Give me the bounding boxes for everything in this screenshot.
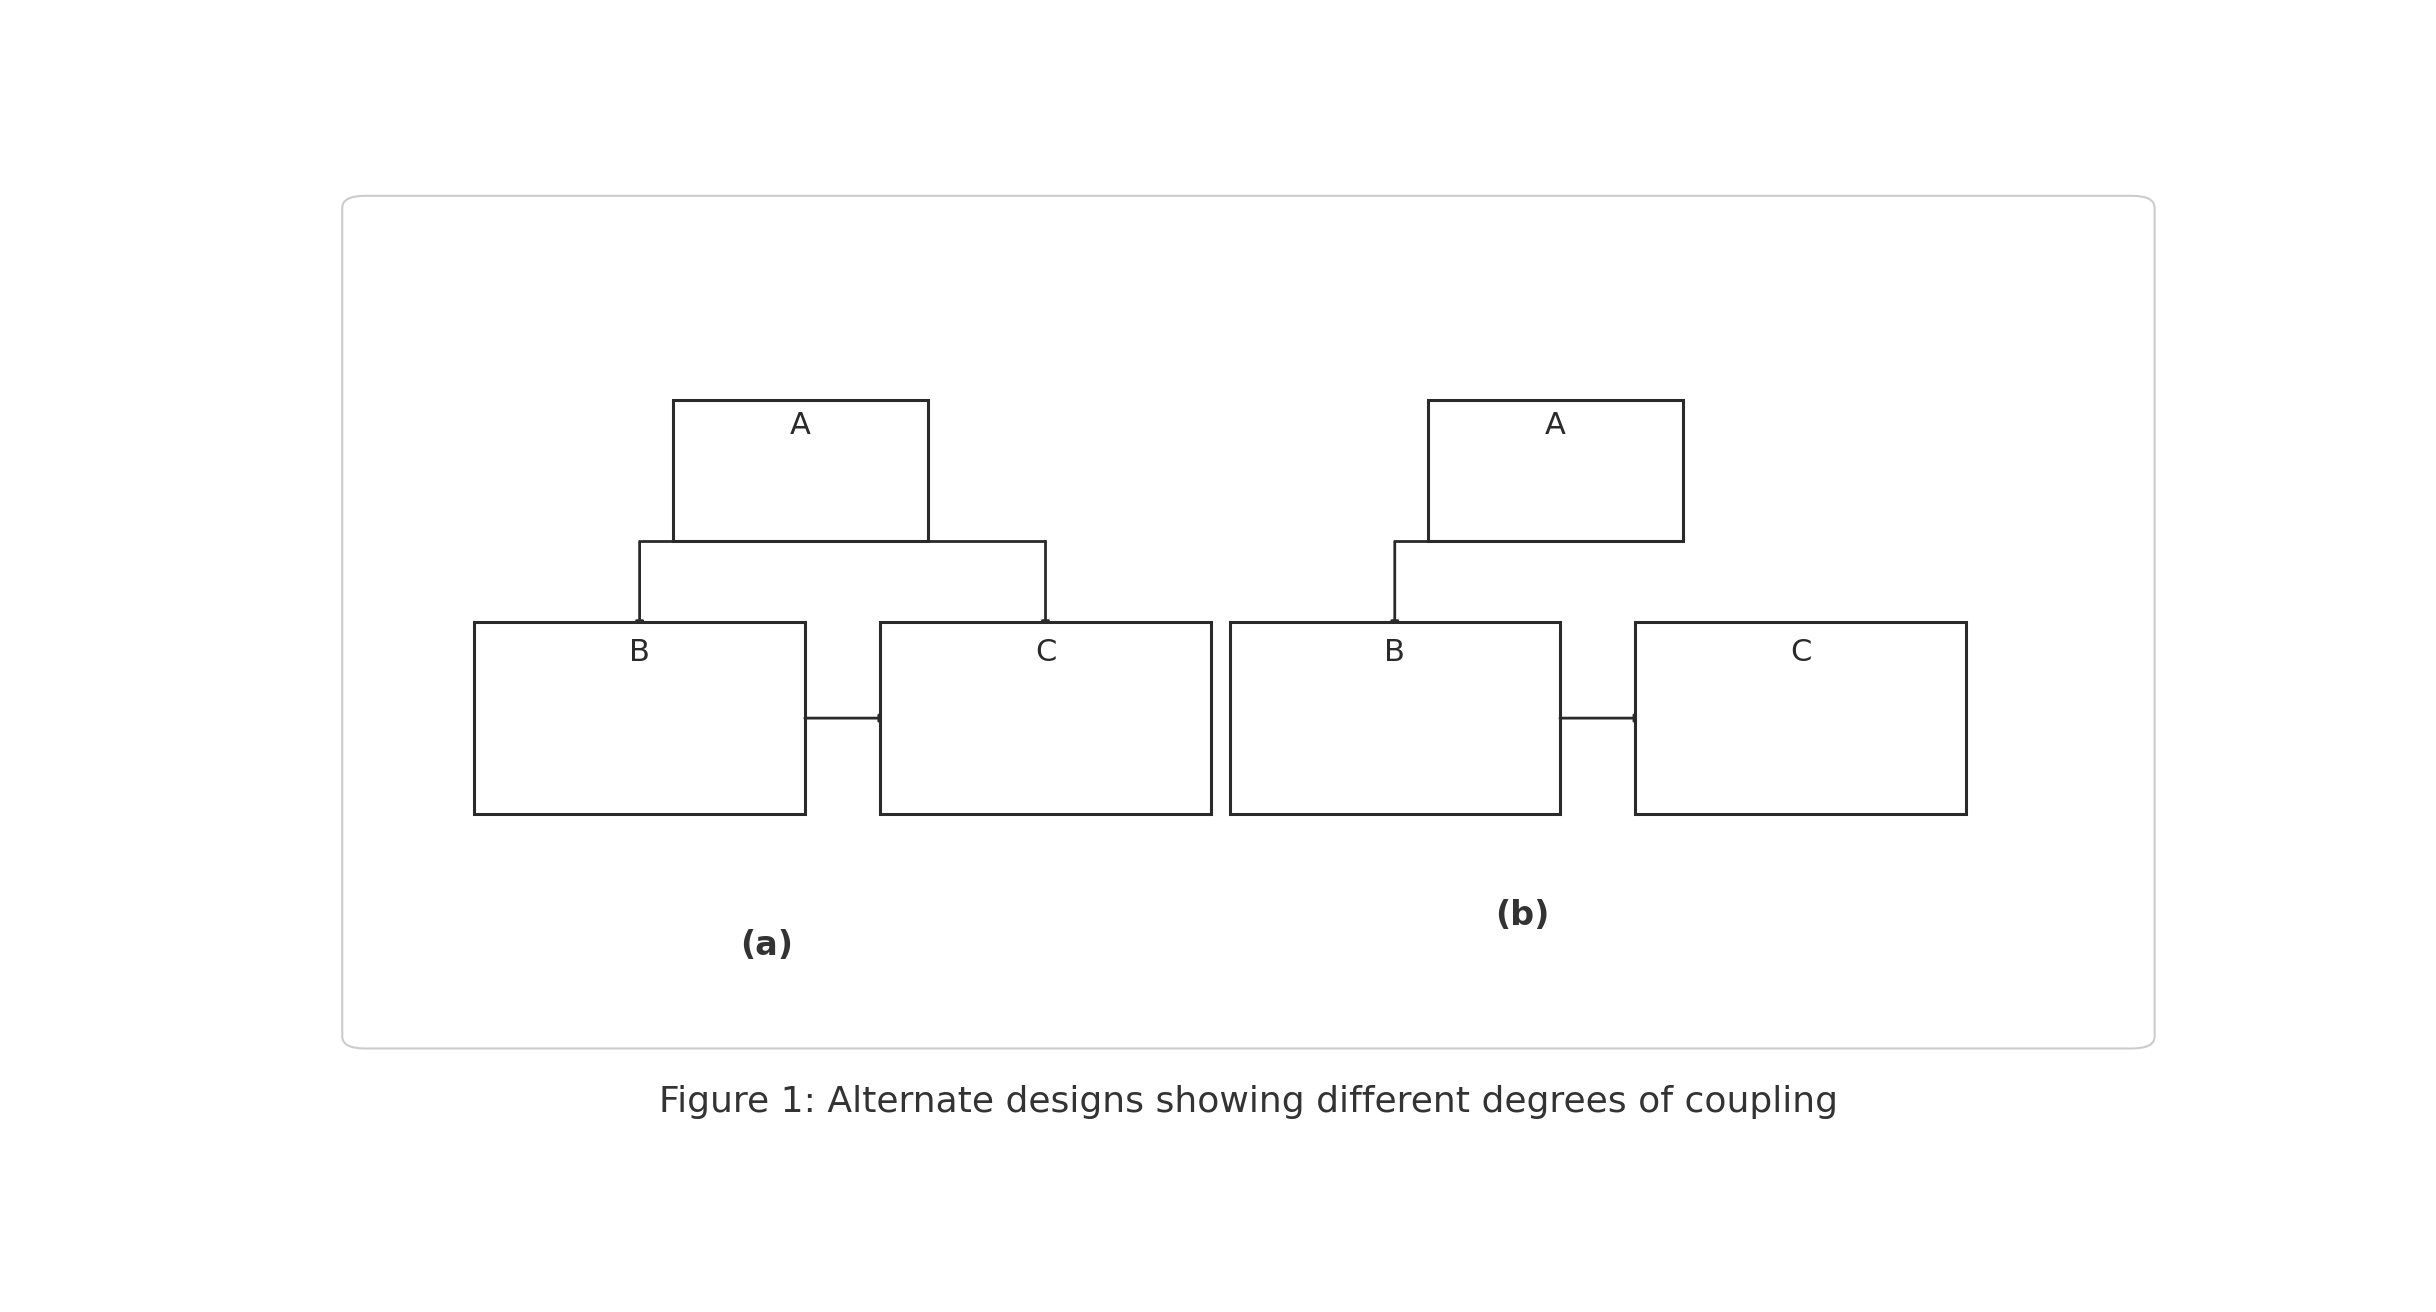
Text: C: C (1790, 638, 1812, 666)
Text: (b): (b) (1496, 899, 1549, 932)
Text: C: C (1035, 638, 1057, 666)
Text: Figure 1: Alternate designs showing different degrees of coupling: Figure 1: Alternate designs showing diff… (660, 1085, 1837, 1119)
Text: B: B (628, 638, 650, 666)
Bar (1230, 622, 1559, 813)
Bar (1427, 400, 1683, 542)
Text: B: B (1384, 638, 1406, 666)
Bar (1635, 622, 1966, 813)
FancyBboxPatch shape (341, 195, 2156, 1048)
Text: A: A (789, 411, 811, 441)
Text: (a): (a) (741, 929, 794, 962)
Bar (475, 622, 804, 813)
Bar (879, 622, 1211, 813)
Bar (672, 400, 928, 542)
Text: A: A (1544, 411, 1566, 441)
